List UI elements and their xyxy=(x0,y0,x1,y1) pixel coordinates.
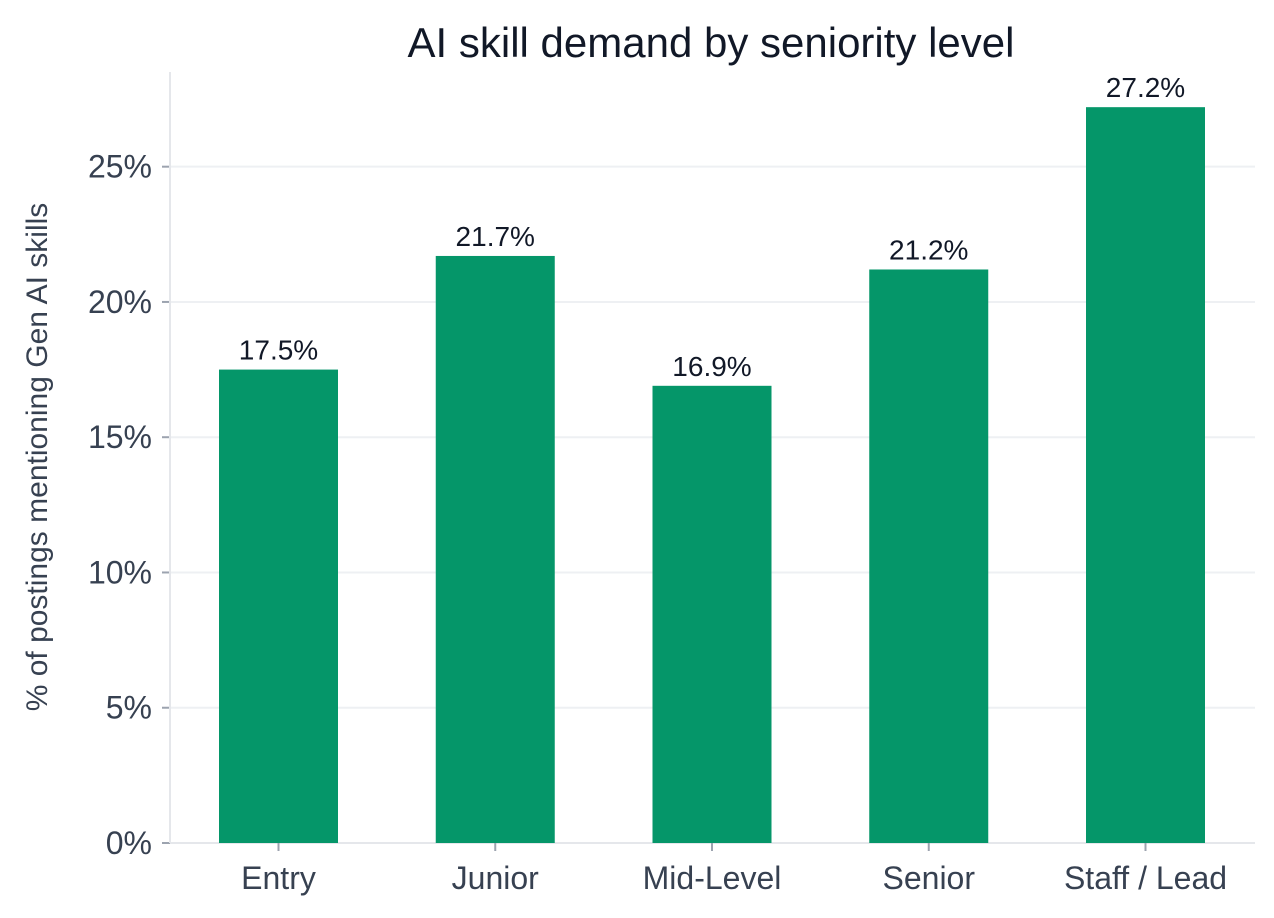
bar xyxy=(652,385,772,843)
bars xyxy=(219,107,1205,844)
y-tick-label: 10% xyxy=(88,554,152,590)
y-tick-label: 0% xyxy=(106,825,152,861)
bar-value-label: 21.7% xyxy=(456,221,535,252)
x-tick-label: Staff / Lead xyxy=(1064,860,1227,896)
x-tick-label: Senior xyxy=(883,860,976,896)
y-axis-label: % of postings mentioning Gen AI skills xyxy=(21,203,54,712)
x-tick-label: Entry xyxy=(241,860,316,896)
y-tick-label: 15% xyxy=(88,419,152,455)
y-tick-label: 25% xyxy=(88,149,152,185)
x-tick-label: Mid-Level xyxy=(643,860,782,896)
data-labels: 17.5% 21.7% 16.9% 21.2% 27.2% xyxy=(239,72,1185,382)
y-tick-label: 20% xyxy=(88,284,152,320)
chart-title: AI skill demand by seniority level xyxy=(408,19,1015,66)
bar-value-label: 17.5% xyxy=(239,335,318,366)
bar-value-label: 16.9% xyxy=(672,351,751,382)
bar xyxy=(869,269,989,843)
tick-labels: 0% 5% 10% 15% 20% 25% Entry Junior Mid-Level Seni… xyxy=(88,149,1227,896)
bar xyxy=(1086,107,1205,844)
bar-value-label: 21.2% xyxy=(889,234,968,265)
bar xyxy=(219,369,338,843)
bar xyxy=(435,255,555,844)
y-tick-label: 5% xyxy=(106,690,152,726)
bar-value-label: 27.2% xyxy=(1106,72,1185,103)
x-tick-label: Junior xyxy=(452,860,540,896)
